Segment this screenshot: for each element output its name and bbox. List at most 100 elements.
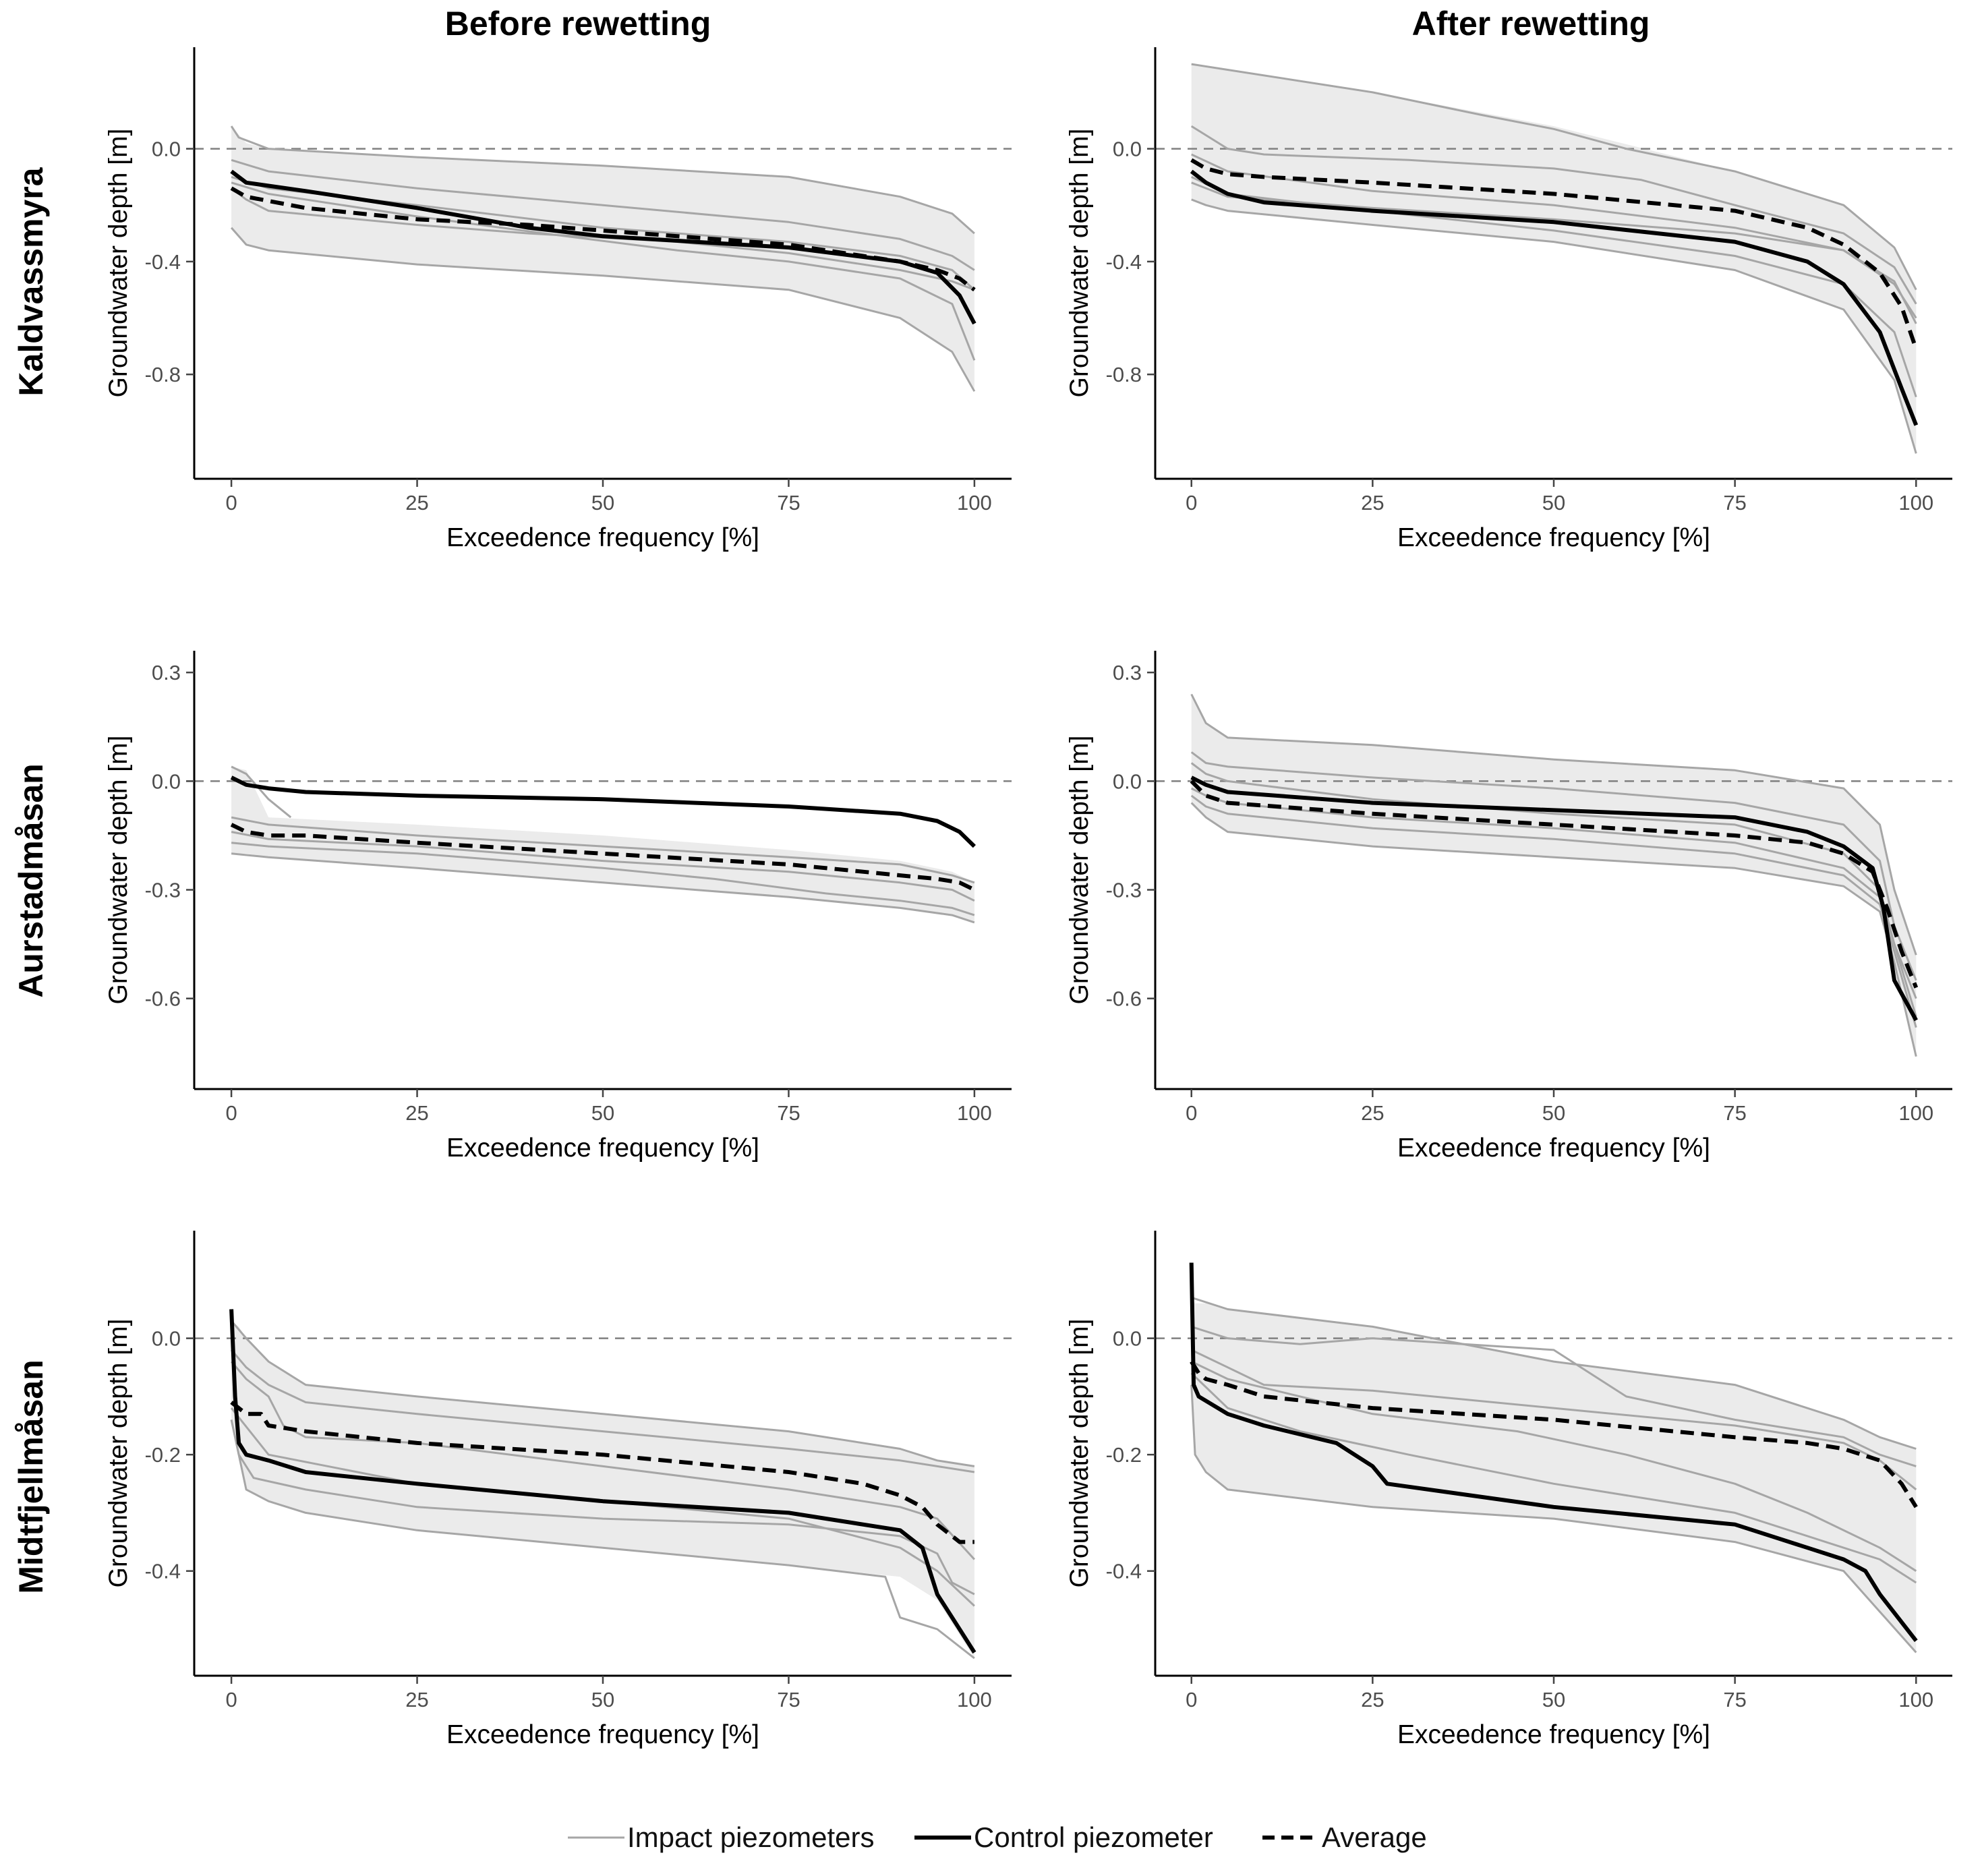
x-tick-label: 25	[1361, 491, 1384, 515]
control-series	[229, 1309, 977, 1654]
row-title-kaldvassmyra: Kaldvassmyra	[12, 167, 50, 397]
impact-series-4	[231, 181, 976, 361]
y-tick-label: 0.0	[152, 1327, 181, 1351]
x-tick-label: 100	[957, 491, 992, 515]
impact-series-2	[1191, 1325, 1917, 1467]
y-tick-label: -0.8	[1106, 363, 1142, 386]
legend-swatch-impact	[568, 1836, 624, 1839]
control-series	[230, 775, 976, 848]
x-tick-label: 100	[957, 1688, 992, 1711]
impact-series-4	[231, 842, 975, 916]
x-tick-label: 0	[1186, 491, 1197, 515]
x-tick-label: 25	[1361, 1101, 1384, 1125]
y-tick-label: 0.0	[1113, 1327, 1142, 1351]
x-tick-label: 100	[957, 1101, 992, 1125]
x-tick-label: 75	[777, 1101, 800, 1125]
y-tick-label: -0.6	[1106, 987, 1142, 1011]
impact-series-2	[1190, 125, 1917, 305]
y-tick-label: 0.0	[152, 138, 181, 161]
impact-series-5	[231, 852, 975, 924]
impact-series-6	[1190, 1372, 1917, 1584]
legend-label-control: Control piezometer	[974, 1821, 1213, 1853]
average-series	[1190, 158, 1919, 350]
y-axis-title: Groundwater depth [m]	[1069, 129, 1094, 398]
control-series	[1189, 1262, 1918, 1643]
panel-midtfjellmasan-before: 0 25 50 75 100 0.0 -0.2 -0.4 Exceedence frequenc…	[108, 1231, 1012, 1749]
x-tick-label: 50	[591, 1688, 614, 1711]
y-tick-label: -0.3	[1106, 879, 1142, 902]
impact-series-6	[230, 1407, 975, 1607]
impact-series-1	[1191, 63, 1917, 291]
x-tick-label: 0	[225, 1101, 237, 1125]
impact-range-band	[1191, 1297, 1917, 1653]
x-tick-label: 0	[225, 1688, 237, 1711]
x-tick-label: 50	[591, 491, 614, 515]
legend-item-control: Control piezometer	[913, 1814, 1213, 1861]
x-axis-title: Exceedence frequency [%]	[1397, 1134, 1710, 1163]
x-tick-label: 100	[1898, 1688, 1933, 1711]
y-axis-title: Groundwater depth [m]	[108, 1319, 133, 1588]
impact-range-band	[231, 126, 974, 392]
x-axis-title: Exceedence frequency [%]	[446, 523, 759, 552]
y-tick-label: -0.4	[145, 250, 181, 274]
column-title-before: Before rewetting	[444, 5, 711, 42]
impact-series-2	[1190, 751, 1917, 981]
x-axis-title: Exceedence frequency [%]	[446, 1720, 759, 1749]
impact-series-2	[231, 816, 975, 884]
y-tick-label: 0.3	[1113, 661, 1142, 684]
legend-label-impact: Impact piezometers	[627, 1821, 875, 1853]
impact-range-band	[1191, 694, 1917, 1057]
panel-midtfjellmasan-after: 0 25 50 75 100 0.0 -0.2 -0.4 Exceedence frequenc…	[1069, 1231, 1952, 1749]
x-axis-title: Exceedence frequency [%]	[1397, 523, 1710, 552]
panel-aurstadmasan-after: 0 25 50 75 100 0.3 0.0 -0.3 -0.6 Exceedence frequ…	[1069, 651, 1952, 1163]
impact-series-5	[1191, 198, 1917, 454]
x-tick-label: 25	[405, 491, 428, 515]
average-series	[230, 823, 976, 892]
legend-item-average: Average	[1261, 1814, 1427, 1861]
y-tick-label: -0.4	[1106, 1560, 1142, 1583]
impact-range-band	[1191, 64, 1917, 454]
x-tick-label: 25	[405, 1688, 428, 1711]
x-tick-label: 100	[1898, 491, 1933, 515]
impact-range-band	[231, 766, 974, 922]
row-title-aurstadmasan: Aurstadmåsan	[12, 763, 50, 998]
impact-series-1	[230, 1320, 975, 1467]
impact-series-4	[1191, 176, 1917, 398]
control-series	[1190, 775, 1918, 1022]
average-series	[230, 186, 976, 292]
panel-kaldvassmyra-after: 0 25 50 75 100 0.0 -0.4 -0.8 Exceedence frequenc…	[1069, 47, 1952, 552]
impact-series-5	[1190, 1384, 1917, 1653]
legend-item-impact: Impact piezometers	[566, 1814, 874, 1861]
x-tick-label: 25	[405, 1101, 428, 1125]
panel-aurstadmasan-before: 0 25 50 75 100 0.3 0.0 -0.3 -0.6 Exceedence frequ…	[108, 651, 1012, 1163]
control-series	[230, 169, 977, 325]
y-tick-label: -0.4	[1106, 250, 1142, 274]
row-title-midtfjellmasan: Midtfjellmåsan	[12, 1359, 50, 1594]
y-tick-label: 0.0	[152, 769, 181, 793]
y-tick-label: -0.2	[1106, 1443, 1142, 1467]
x-tick-label: 75	[1723, 1101, 1746, 1125]
x-tick-label: 50	[1542, 1101, 1565, 1125]
legend-label-average: Average	[1322, 1821, 1427, 1853]
x-tick-label: 0	[1186, 1101, 1197, 1125]
x-tick-label: 0	[1186, 1688, 1197, 1711]
y-tick-label: -0.8	[145, 363, 181, 386]
average-series	[1190, 780, 1919, 989]
y-axis-title: Groundwater depth [m]	[108, 129, 133, 398]
y-axis-title: Groundwater depth [m]	[1069, 1319, 1094, 1588]
legend: Impact piezometers Control piezometer Av…	[0, 1814, 1982, 1861]
y-tick-label: -0.6	[145, 987, 181, 1011]
legend-swatch-control	[914, 1836, 971, 1840]
panel-kaldvassmyra-before: 0 25 50 75 100 0.0 -0.4 -0.8 Exceedence frequenc…	[108, 47, 1012, 552]
impact-series-3	[1190, 762, 1917, 999]
impact-series-4	[1191, 1360, 1917, 1572]
x-tick-label: 50	[591, 1101, 614, 1125]
y-axis-title: Groundwater depth [m]	[1069, 736, 1094, 1005]
impact-series-5	[230, 1419, 975, 1660]
y-tick-label: -0.4	[145, 1560, 181, 1583]
impact-series-1	[230, 125, 975, 235]
impact-range-band	[231, 1320, 974, 1659]
x-tick-label: 50	[1542, 1688, 1565, 1711]
y-axis-title: Groundwater depth [m]	[108, 736, 133, 1005]
